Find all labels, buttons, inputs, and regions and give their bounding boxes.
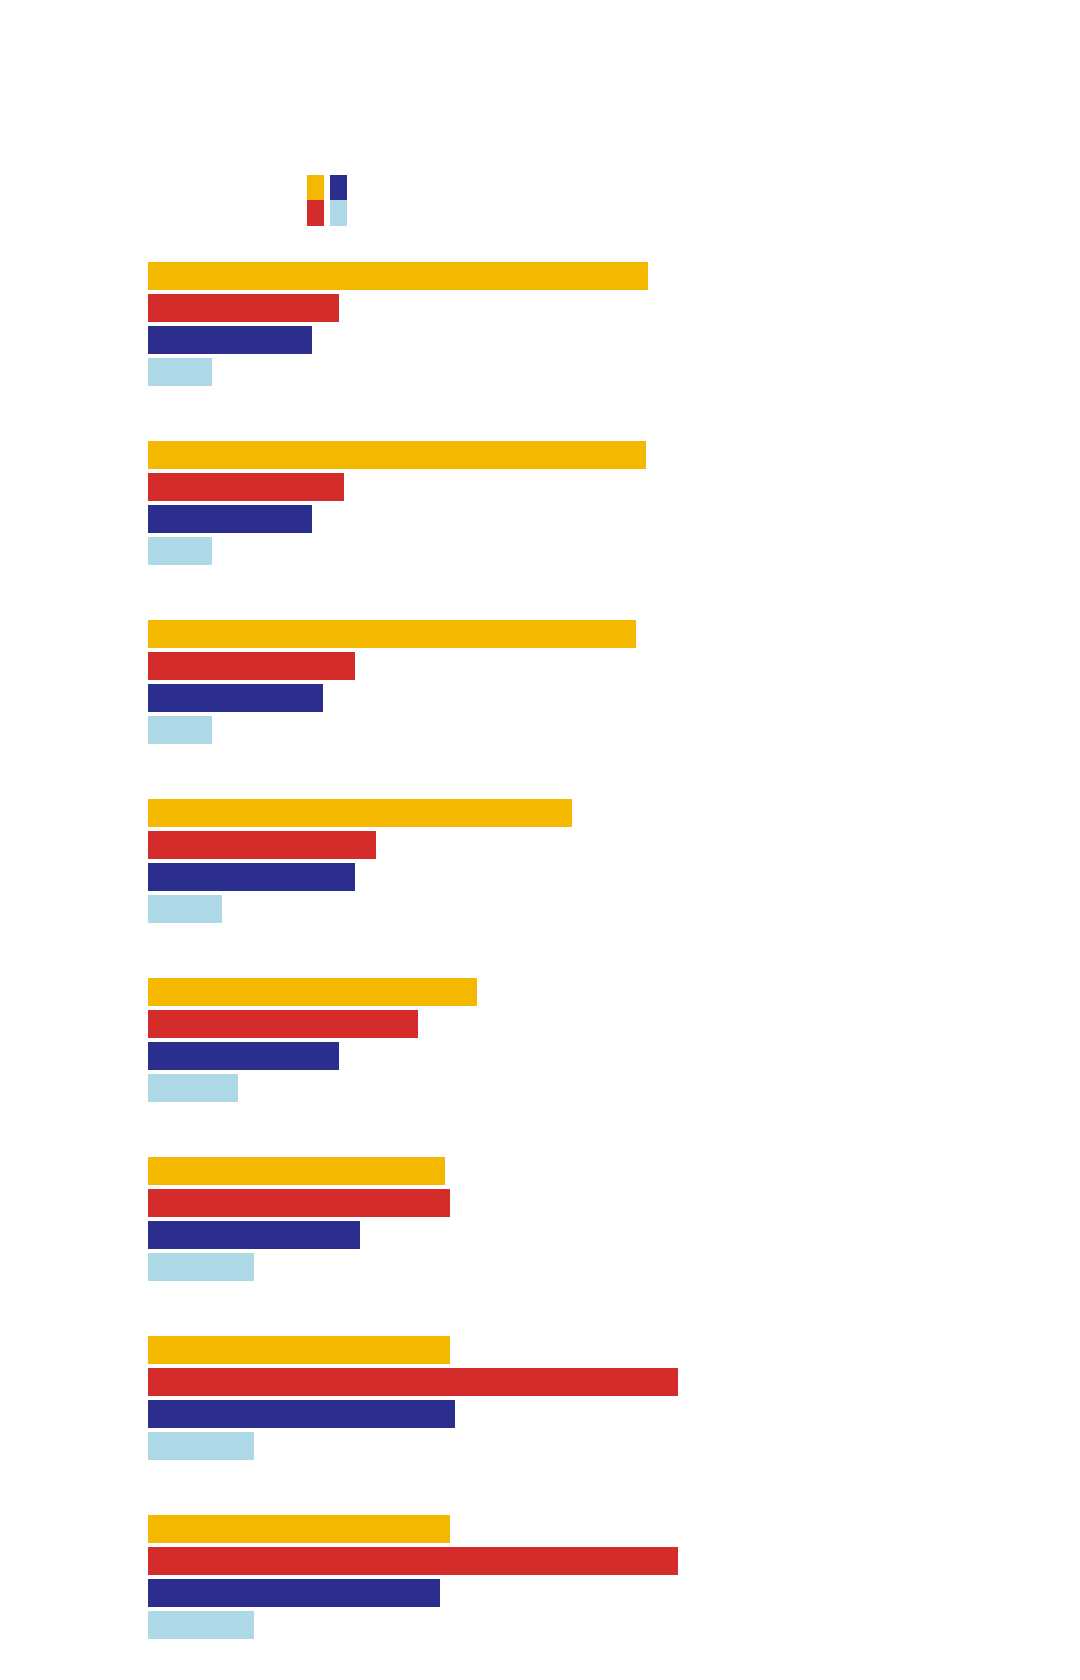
Bar xyxy=(148,262,648,291)
Bar xyxy=(148,716,212,744)
Bar xyxy=(148,1189,450,1216)
Bar xyxy=(148,294,339,323)
Bar xyxy=(148,1253,254,1280)
Bar xyxy=(148,326,312,354)
Bar xyxy=(148,1042,339,1070)
Bar xyxy=(148,1399,456,1428)
Bar xyxy=(307,200,324,227)
Bar xyxy=(148,895,222,922)
Bar xyxy=(148,1431,254,1460)
Bar xyxy=(148,1368,678,1396)
Bar xyxy=(148,1611,254,1640)
Bar xyxy=(148,1074,238,1102)
Bar xyxy=(148,1547,678,1576)
Bar xyxy=(148,652,354,680)
Bar xyxy=(148,1010,418,1038)
Bar xyxy=(148,538,212,564)
Bar xyxy=(148,1515,450,1542)
Bar xyxy=(148,620,636,648)
Bar xyxy=(330,175,347,202)
Bar xyxy=(148,978,476,1006)
Bar xyxy=(148,684,323,712)
Bar xyxy=(307,175,324,202)
Bar xyxy=(148,474,345,501)
Bar xyxy=(148,358,212,386)
Bar xyxy=(148,506,312,533)
Bar xyxy=(330,200,347,227)
Bar xyxy=(148,440,646,469)
Bar xyxy=(148,1579,440,1608)
Bar xyxy=(148,1336,450,1364)
Bar xyxy=(148,864,354,890)
Bar xyxy=(148,800,572,827)
Bar xyxy=(148,1221,360,1248)
Bar xyxy=(148,1158,445,1184)
Bar xyxy=(148,832,376,858)
